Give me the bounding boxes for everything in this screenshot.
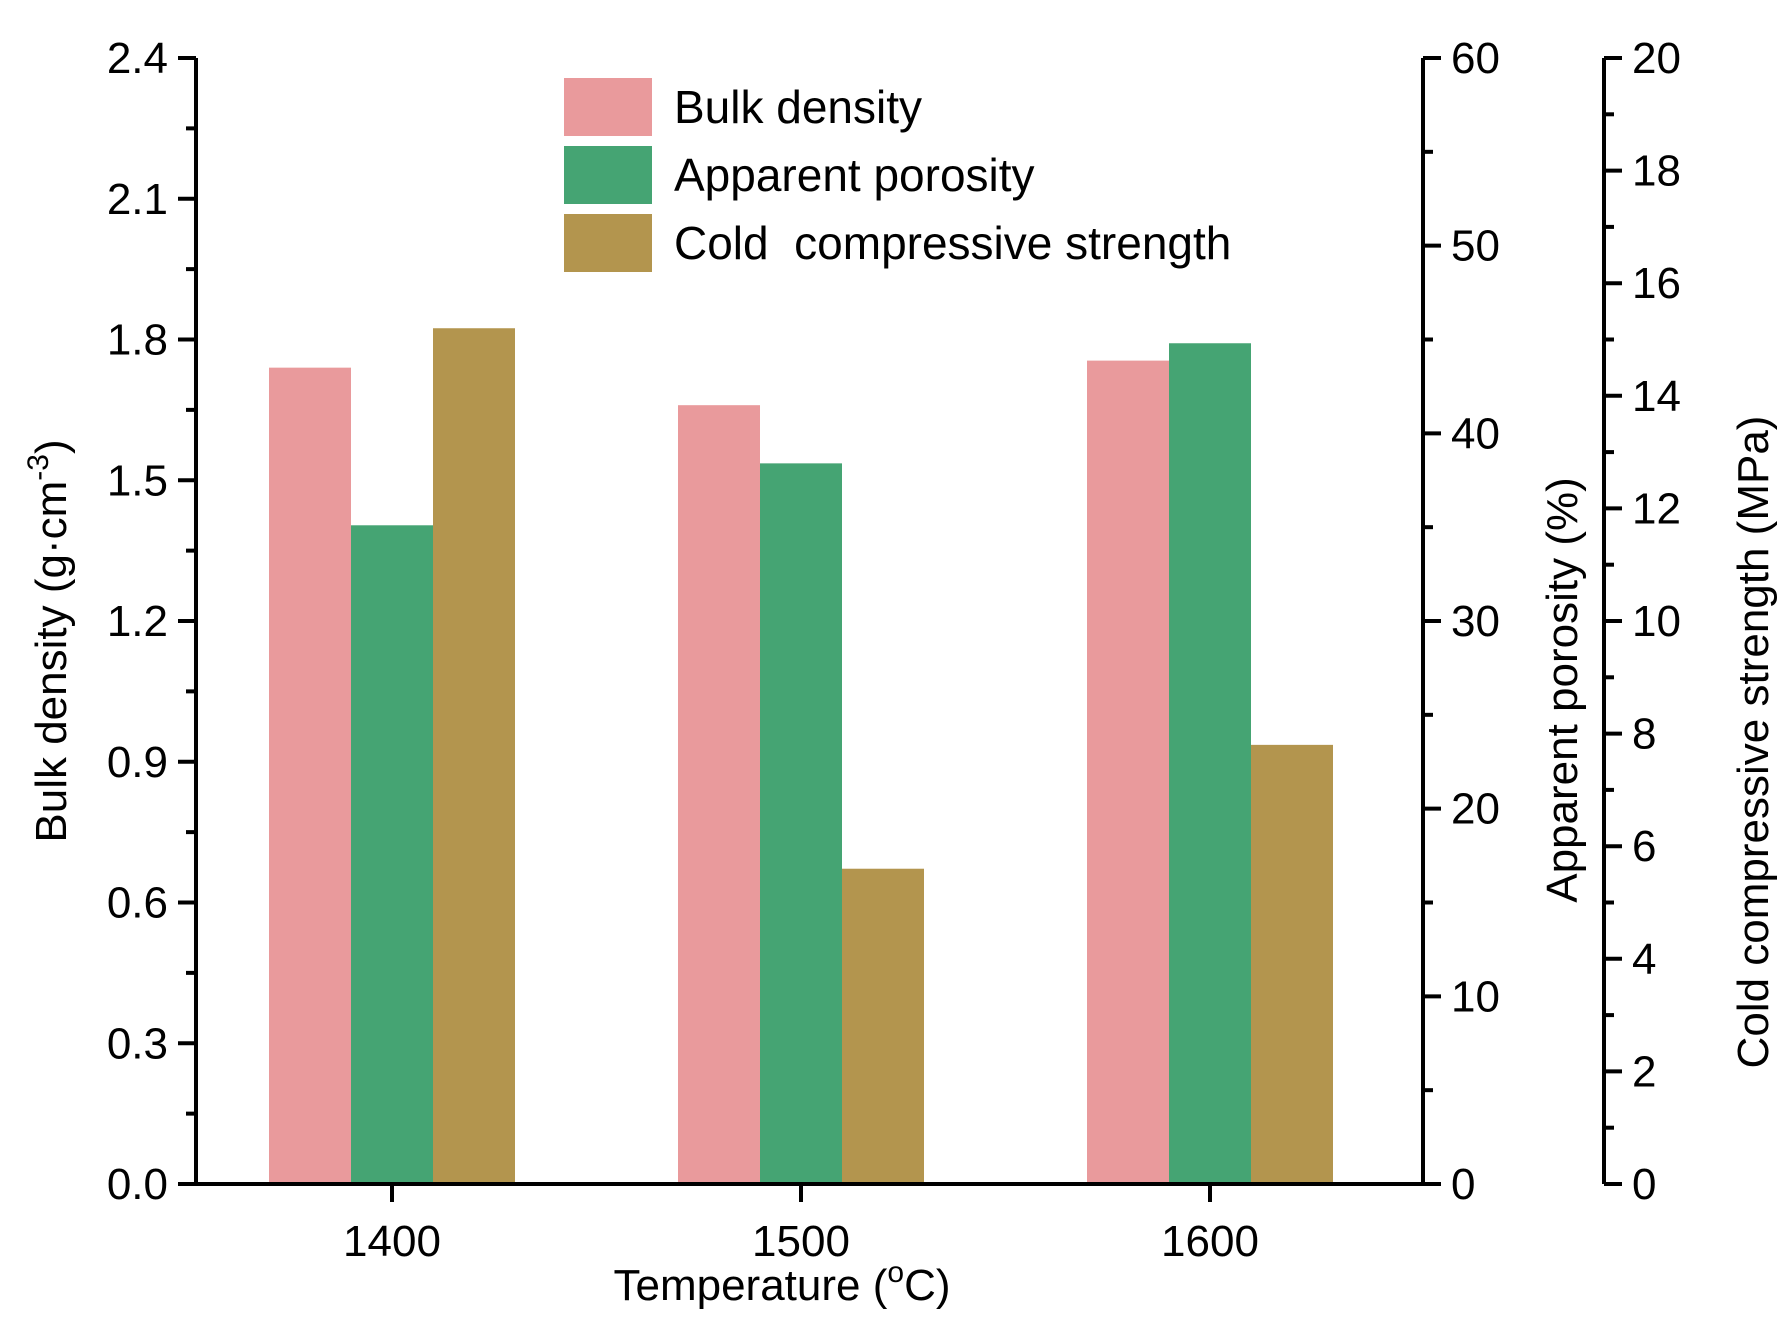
strength-tick-label: 2 <box>1632 1047 1656 1096</box>
porosity-tick-label: 20 <box>1451 785 1500 834</box>
left-y-axis-title-superscript: -3 <box>22 454 55 481</box>
legend-swatch <box>564 214 652 272</box>
legend-swatch <box>564 78 652 136</box>
bar-apparent-porosity-1600 <box>1169 343 1251 1185</box>
legend: Bulk density Apparent porosity Cold compre… <box>564 78 1231 272</box>
left-tick-label: 2.4 <box>107 34 168 83</box>
left-tick-label: 1.5 <box>107 456 168 505</box>
left-tick-label: 0.6 <box>107 879 168 928</box>
x-axis-title-superscript: o <box>887 1256 904 1289</box>
x-tick-label: 1500 <box>752 1217 850 1266</box>
porosity-tick-label: 30 <box>1451 597 1500 646</box>
right-y-axis-title-strength: Cold compressive strength (MPa) <box>1729 416 1778 1069</box>
left-tick-label: 0.3 <box>107 1019 168 1068</box>
legend-swatch <box>564 146 652 204</box>
strength-tick-label: 8 <box>1632 710 1656 759</box>
axes-group: 0.00.30.60.91.21.51.82.12.40102030405060… <box>107 34 1681 1266</box>
x-tick-label: 1400 <box>343 1217 441 1266</box>
bar-bulk-density-1600 <box>1087 360 1169 1184</box>
bar-apparent-porosity-1400 <box>351 525 433 1184</box>
strength-tick-label: 18 <box>1632 147 1681 196</box>
porosity-tick-label: 0 <box>1451 1160 1475 1209</box>
bar-cold-compressive-strength-1400 <box>433 328 515 1184</box>
strength-tick-label: 10 <box>1632 597 1681 646</box>
legend-label: Cold compressive strength <box>674 217 1231 269</box>
left-tick-label: 1.8 <box>107 316 168 365</box>
porosity-tick-label: 10 <box>1451 972 1500 1021</box>
strength-tick-label: 20 <box>1632 34 1681 83</box>
porosity-tick-label: 50 <box>1451 222 1500 271</box>
porosity-tick-label: 40 <box>1451 409 1500 458</box>
x-tick-label: 1600 <box>1161 1217 1259 1266</box>
left-tick-label: 0.0 <box>107 1160 168 1209</box>
strength-tick-label: 14 <box>1632 372 1681 421</box>
legend-label: Apparent porosity <box>674 149 1035 201</box>
porosity-tick-label: 60 <box>1451 34 1500 83</box>
left-y-axis-title: Bulk density (g·cm-3) <box>22 439 76 842</box>
strength-tick-label: 16 <box>1632 259 1681 308</box>
bar-bulk-density-1500 <box>678 405 760 1184</box>
bar-apparent-porosity-1500 <box>760 463 842 1184</box>
strength-tick-label: 0 <box>1632 1160 1656 1209</box>
legend-label: Bulk density <box>674 81 922 133</box>
strength-tick-label: 4 <box>1632 935 1656 984</box>
left-tick-label: 2.1 <box>107 175 168 224</box>
strength-tick-label: 12 <box>1632 484 1681 533</box>
x-axis-title: Temperature (oC) <box>613 1256 950 1310</box>
bar-cold-compressive-strength-1600 <box>1251 744 1333 1184</box>
bar-cold-compressive-strength-1500 <box>842 868 924 1184</box>
left-tick-label: 0.9 <box>107 738 168 787</box>
right-y-axis-title-porosity: Apparent porosity (%) <box>1538 477 1587 903</box>
bars-group <box>269 328 1333 1185</box>
bar-bulk-density-1400 <box>269 367 351 1184</box>
strength-tick-label: 6 <box>1632 822 1656 871</box>
left-tick-label: 1.2 <box>107 597 168 646</box>
